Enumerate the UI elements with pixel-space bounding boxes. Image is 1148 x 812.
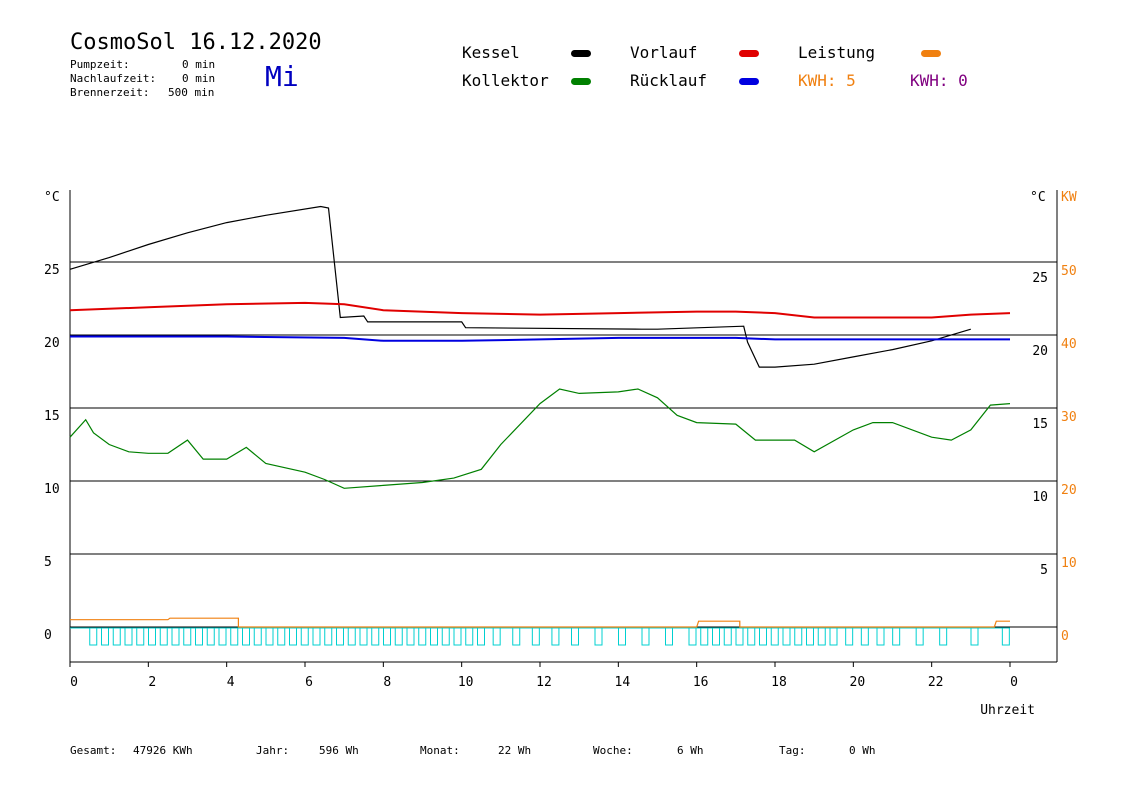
tag-label: Tag:: [779, 744, 806, 757]
x-tick-label: 10: [458, 675, 474, 690]
legend-kollektor: Kollektor: [462, 71, 549, 90]
brenner-label: Brennerzeit:: [70, 86, 150, 99]
y2-tick-label: 50: [1061, 264, 1077, 279]
y-axis-unit-left: °C: [44, 190, 60, 205]
x-tick-label: 6: [305, 675, 313, 690]
legend-ruecklauf-swatch: [739, 78, 759, 85]
x-tick-label: 2: [148, 675, 156, 690]
y-tick-label-left: 0: [44, 628, 52, 643]
y-tick-label-right: 20: [1032, 344, 1048, 359]
kwh-total-1: KWH: 5: [798, 71, 856, 90]
legend-kessel: Kessel: [462, 43, 520, 62]
legend-ruecklauf: Rücklauf: [630, 71, 708, 90]
series-kessel: [69, 205, 971, 368]
x-tick-label: 18: [771, 675, 787, 690]
monat-label: Monat:: [420, 744, 460, 757]
nachlauf-label: Nachlaufzeit:: [70, 72, 157, 85]
y2-tick-label: 40: [1061, 337, 1077, 352]
x-tick-label: 20: [850, 675, 866, 690]
pump-series: [70, 627, 1010, 646]
y-tick-label-left: 5: [44, 555, 52, 570]
legend-leistung-swatch: [921, 50, 941, 57]
nachlauf-value: 0 min: [182, 72, 216, 85]
y-axis-unit-right: °C: [1030, 190, 1046, 205]
y-tick-label-left: 20: [44, 336, 60, 351]
y-tick-label-right: 5: [1040, 563, 1048, 578]
brenner-value: 500 min: [168, 86, 215, 99]
y-tick-label-right: 25: [1032, 271, 1048, 286]
x-tick-label: 12: [536, 675, 552, 690]
y-tick-label-right: 10: [1032, 490, 1048, 505]
y2-tick-label: 20: [1061, 483, 1077, 498]
x-tick-label: 0: [70, 675, 78, 690]
page-title: CosmoSol 16.12.2020: [70, 30, 322, 55]
tag-value: 0 Wh: [849, 744, 876, 757]
series-vorlauf: [69, 301, 1011, 319]
x-tick-label: 8: [383, 675, 391, 690]
y2-tick-label: 0: [1061, 629, 1069, 644]
gesamt-value: 47926 KWh: [133, 744, 193, 757]
y2-axis-unit: KW: [1061, 190, 1077, 205]
weekday-label: Mi: [265, 60, 299, 93]
y2-tick-label: 10: [1061, 556, 1077, 571]
series-kollektor: [69, 388, 1011, 489]
x-tick-label: 22: [928, 675, 944, 690]
pump-value: 0 min: [182, 58, 216, 71]
y2-tick-label: 30: [1061, 410, 1077, 425]
x-tick-label: 0: [1010, 675, 1018, 690]
y-tick-label-left: 25: [44, 263, 60, 278]
legend-vorlauf-swatch: [739, 50, 759, 57]
x-axis-title: Uhrzeit: [980, 703, 1035, 718]
woche-value: 6 Wh: [677, 744, 704, 757]
x-tick-label: 14: [615, 675, 631, 690]
legend-kessel-swatch: [571, 50, 591, 57]
y-tick-label-right: 15: [1032, 417, 1048, 432]
series-leistung: [70, 617, 1010, 628]
gesamt-label: Gesamt:: [70, 744, 117, 757]
kwh-total-2: KWH: 0: [910, 71, 968, 90]
jahr-value: 596 Wh: [319, 744, 359, 757]
legend-kollektor-swatch: [571, 78, 591, 85]
y-tick-label-left: 10: [44, 482, 60, 497]
x-tick-label: 16: [693, 675, 709, 690]
series-ruecklauf: [70, 335, 1010, 342]
y-tick-label-left: 15: [44, 409, 60, 424]
x-tick-label: 4: [227, 675, 235, 690]
monat-value: 22 Wh: [498, 744, 532, 757]
woche-label: Woche:: [593, 744, 633, 757]
legend-leistung: Leistung: [798, 43, 876, 62]
jahr-label: Jahr:: [256, 744, 290, 757]
pump-label: Pumpzeit:: [70, 58, 130, 71]
legend-vorlauf: Vorlauf: [630, 43, 698, 62]
